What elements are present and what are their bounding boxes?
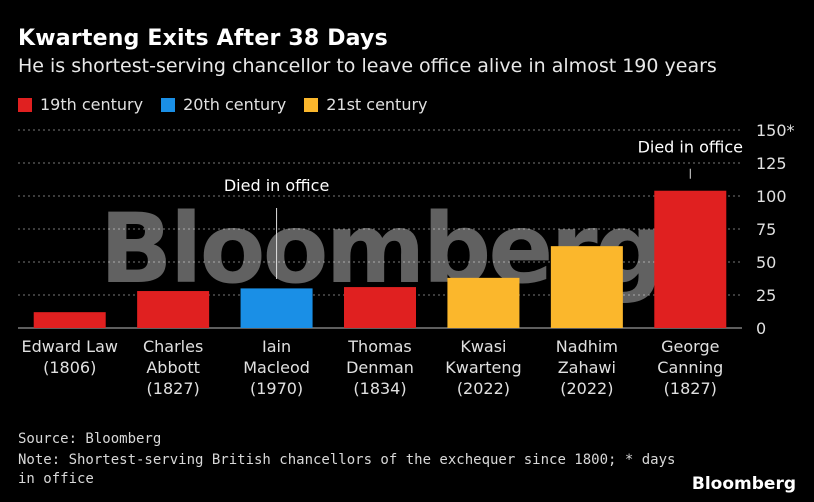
x-tick-label: Charles — [143, 337, 203, 356]
x-tick-label: (1834) — [353, 379, 406, 398]
annotation-label: Died in office — [638, 138, 743, 157]
legend-item-19th: 19th century — [18, 95, 143, 114]
y-tick-label: 25 — [756, 286, 776, 305]
legend-label-19th: 19th century — [40, 95, 144, 114]
bar-1 — [33, 312, 106, 328]
legend-label-21st: 21st century — [326, 95, 428, 114]
bar-4 — [344, 287, 416, 328]
x-tick-label: (2022) — [457, 379, 510, 398]
x-tick-label: Edward Law — [21, 337, 118, 356]
y-tick-label: 50 — [756, 253, 776, 272]
x-tick-label: Nadhim — [556, 337, 618, 356]
x-tick-label: (1827) — [147, 379, 200, 398]
bloomberg-logo: Bloomberg — [691, 474, 796, 494]
legend-item-20th: 20th century — [161, 95, 286, 114]
chart-subtitle: He is shortest-serving chancellor to lea… — [18, 55, 717, 77]
x-tick-label: Macleod — [243, 358, 310, 377]
source-text: Source: Bloomberg — [18, 431, 162, 447]
legend-swatch-19th — [18, 97, 32, 112]
legend-label-20th: 20th century — [183, 95, 287, 114]
x-tick-label: Thomas — [347, 337, 411, 356]
x-tick-label: Kwarteng — [445, 358, 521, 377]
y-tick-label: 0 — [756, 319, 766, 338]
y-tick-label: 100 — [756, 187, 787, 206]
y-tick-label: 75 — [756, 220, 776, 239]
x-tick-label: George — [661, 337, 719, 356]
legend-swatch-21st — [304, 97, 319, 112]
x-tick-label: (1827) — [664, 379, 717, 398]
x-tick-label: (1970) — [250, 379, 303, 398]
legend: 19th century 20th century 21st century — [18, 95, 428, 114]
bar-3 — [240, 288, 313, 328]
chart-title: Kwarteng Exits After 38 Days — [18, 26, 388, 51]
bar-7 — [654, 190, 727, 328]
x-tick-label: Denman — [346, 358, 414, 377]
x-tick-label: Abbott — [146, 358, 200, 377]
x-tick-label: (1806) — [43, 358, 96, 377]
x-tick-label: Canning — [657, 358, 723, 377]
x-tick-label: Zahawi — [558, 358, 616, 377]
bar-2 — [137, 291, 210, 328]
annotation-label: Died in office — [224, 176, 329, 195]
x-tick-label: (2022) — [560, 379, 613, 398]
y-tick-label: 125 — [756, 154, 787, 173]
x-tick-label: Iain — [262, 337, 291, 356]
y-tick-label: 150* — [756, 121, 795, 140]
note-text: Note: Shortest-serving British chancello… — [18, 452, 676, 487]
bar-5 — [447, 277, 520, 328]
legend-swatch-20th — [161, 97, 176, 112]
x-tick-label: Kwasi — [460, 337, 506, 356]
legend-item-21st: 21st century — [304, 95, 428, 114]
bar-6 — [550, 246, 623, 328]
